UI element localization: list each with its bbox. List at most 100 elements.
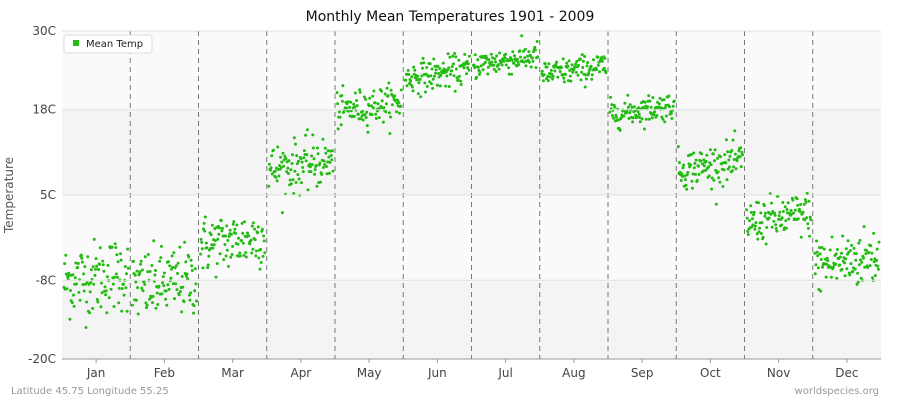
data-point — [148, 270, 152, 273]
y-tick-label: 18C — [32, 103, 56, 117]
data-point — [462, 66, 466, 70]
data-point — [438, 67, 442, 71]
data-point — [280, 160, 284, 164]
data-point — [712, 178, 716, 182]
data-point — [689, 163, 693, 167]
data-point — [708, 148, 712, 152]
data-point — [177, 293, 181, 297]
data-point — [774, 227, 778, 230]
data-point — [626, 93, 630, 97]
data-point — [680, 172, 684, 176]
data-point — [510, 72, 514, 76]
data-point — [100, 291, 104, 295]
data-point — [395, 110, 398, 114]
data-point — [447, 85, 451, 88]
data-point — [338, 115, 342, 119]
data-point — [347, 109, 351, 113]
data-point — [684, 183, 688, 187]
data-point — [518, 49, 522, 53]
data-point — [373, 101, 377, 105]
data-point — [76, 262, 80, 265]
data-point — [841, 234, 845, 238]
data-point — [676, 145, 680, 149]
data-point — [519, 55, 522, 59]
x-tick-label: Jul — [497, 366, 512, 380]
data-point — [486, 65, 490, 69]
data-point — [649, 105, 653, 109]
data-point — [161, 281, 165, 285]
data-point — [860, 260, 864, 264]
x-tick-label: May — [357, 366, 382, 380]
footer-location: Latitude 45.75 Longitude 55.25 — [11, 386, 169, 397]
data-point — [457, 58, 461, 62]
data-point — [258, 267, 262, 271]
data-point — [852, 246, 856, 250]
data-point — [140, 286, 144, 290]
data-point — [814, 263, 818, 267]
data-point — [291, 178, 295, 182]
data-point — [92, 237, 96, 241]
data-point — [180, 275, 184, 278]
data-point — [630, 105, 634, 109]
data-point — [160, 292, 164, 296]
data-point — [193, 267, 197, 271]
data-point — [233, 227, 237, 231]
data-point — [454, 67, 458, 71]
data-point — [225, 248, 229, 252]
data-point — [361, 109, 365, 113]
data-point — [187, 293, 191, 297]
data-point — [339, 123, 343, 127]
data-point — [210, 243, 214, 247]
data-point — [838, 255, 842, 259]
data-point — [764, 242, 768, 246]
data-point — [120, 309, 124, 313]
data-point — [803, 198, 807, 202]
data-point — [259, 261, 263, 264]
data-point — [173, 297, 176, 301]
data-point — [784, 226, 788, 230]
data-point — [799, 235, 803, 239]
data-point — [413, 68, 417, 72]
data-point — [857, 263, 861, 267]
data-point — [155, 291, 159, 295]
data-point — [89, 281, 93, 285]
data-point — [658, 96, 662, 100]
data-point — [816, 266, 820, 270]
data-point — [562, 80, 566, 84]
data-point — [486, 72, 490, 76]
data-point — [134, 280, 138, 284]
data-point — [73, 276, 77, 280]
data-point — [77, 290, 81, 294]
data-point — [682, 163, 686, 167]
data-point — [425, 84, 429, 88]
data-point — [494, 60, 497, 64]
data-point — [450, 69, 454, 73]
data-point — [209, 247, 213, 250]
data-point — [131, 259, 135, 263]
data-point — [289, 182, 293, 186]
data-point — [321, 137, 325, 141]
data-point — [419, 61, 423, 65]
data-point — [536, 55, 540, 59]
data-point — [353, 91, 357, 95]
data-point — [436, 64, 440, 68]
data-point — [101, 263, 105, 267]
data-point — [145, 303, 149, 307]
data-point — [805, 191, 809, 195]
data-point — [451, 62, 455, 66]
data-point — [213, 239, 217, 243]
data-point — [735, 159, 739, 163]
data-point — [292, 192, 296, 195]
data-point — [815, 239, 818, 243]
data-point — [279, 155, 283, 159]
data-point — [125, 309, 129, 313]
data-point — [199, 237, 203, 241]
data-point — [380, 99, 384, 103]
data-point — [773, 213, 777, 217]
data-point — [584, 73, 588, 77]
data-point — [382, 106, 386, 110]
data-point — [454, 55, 458, 59]
data-point — [556, 75, 560, 79]
data-point — [657, 105, 661, 109]
data-point — [697, 172, 701, 176]
